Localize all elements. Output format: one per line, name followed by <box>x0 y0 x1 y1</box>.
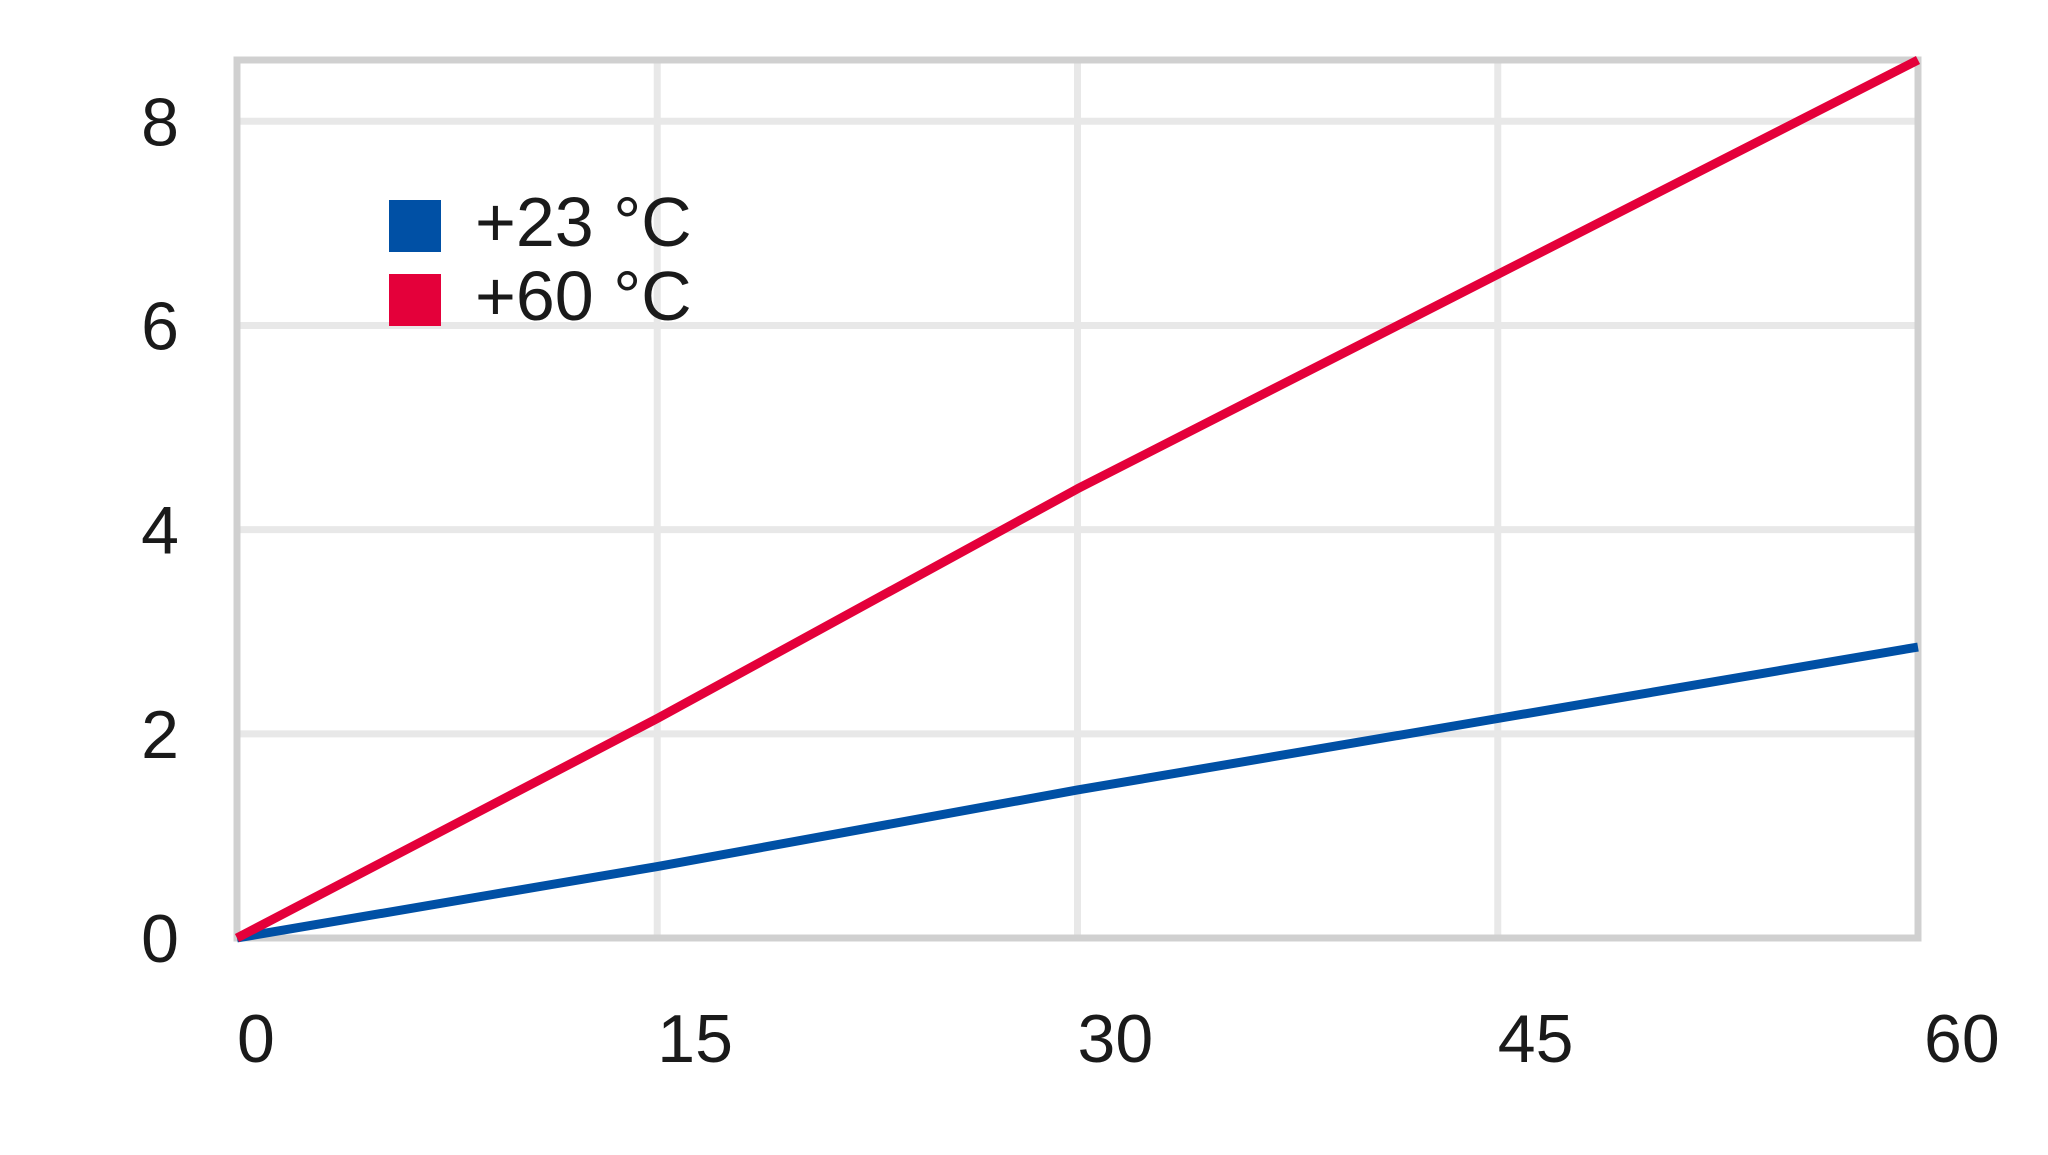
series-line-1 <box>236 642 1919 943</box>
x-tick-label: 0 <box>237 1001 275 1077</box>
x-axis-ticks: 0 15 30 45 60 <box>237 1001 2000 1077</box>
x-tick-label: 45 <box>1498 1001 1574 1077</box>
y-tick-label: 2 <box>141 697 179 773</box>
legend-swatch <box>389 274 441 326</box>
series-line-2 <box>234 55 1921 942</box>
y-tick-label: 6 <box>141 288 179 364</box>
grid <box>237 60 1918 938</box>
x-tick-label: 15 <box>657 1001 733 1077</box>
y-tick-label: 4 <box>141 493 179 569</box>
legend-label: +60 °C <box>475 257 692 335</box>
plot-border <box>233 56 1922 942</box>
legend-label: +23 °C <box>475 183 692 261</box>
x-tick-label: 60 <box>1924 1001 2000 1077</box>
y-axis-ticks: 0 2 4 6 8 <box>141 84 179 977</box>
legend-swatch <box>389 200 441 252</box>
y-tick-label: 8 <box>141 84 179 160</box>
x-tick-label: 30 <box>1078 1001 1154 1077</box>
y-tick-label: 0 <box>141 901 179 977</box>
legend: +23 °C+60 °C <box>389 183 692 335</box>
plot-frame <box>233 56 1922 942</box>
series-lines <box>234 55 1921 943</box>
